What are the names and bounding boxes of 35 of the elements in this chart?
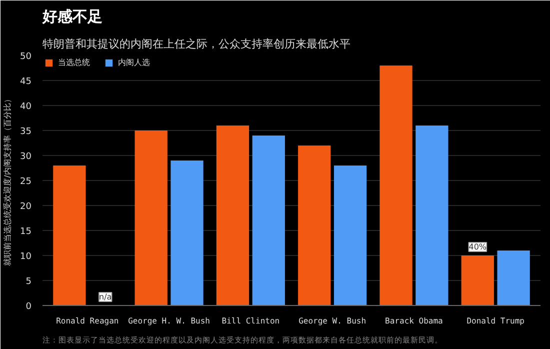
x-tick-label: Donald Trump: [466, 316, 525, 326]
bar: [252, 136, 285, 306]
x-tick-label: Barack Obama: [385, 316, 444, 326]
bar: [53, 166, 86, 306]
x-tick-label: Ronald Reagan: [56, 316, 119, 326]
y-tick-label: 15: [20, 227, 32, 237]
bar: [497, 250, 530, 306]
bar: [416, 126, 448, 306]
bar: [216, 126, 250, 306]
y-tick-label: 10: [20, 252, 32, 262]
bar: [461, 256, 494, 306]
y-tick-label: 5: [26, 277, 32, 287]
bar: [298, 146, 331, 306]
x-tick-label: George H. W. Bush: [128, 316, 210, 326]
legend-label: 内阁人选: [118, 57, 150, 68]
y-tick-label: 30: [20, 152, 32, 162]
chart-subtitle: 特朗普和其提议的内阁在上任之际，公众支持率创历来最低水平: [42, 38, 350, 50]
annotation: 40%: [468, 242, 487, 252]
y-tick-label: 20: [20, 202, 32, 212]
x-tick-label: George W. Bush: [298, 316, 366, 326]
y-tick-label: 40: [20, 102, 32, 112]
y-tick-label: 25: [20, 177, 32, 187]
bar: [134, 130, 168, 306]
y-tick-label: 45: [20, 77, 32, 87]
bar: [170, 160, 204, 306]
bar: [380, 66, 412, 306]
annotation: n/a: [99, 292, 112, 302]
bar: [334, 166, 367, 306]
legend-label: 当选总统: [58, 57, 90, 68]
x-tick-label: Bill Clinton: [222, 316, 280, 326]
y-axis-title: 就职前当选总统受欢迎度/内阁支持率（百分比）: [3, 95, 12, 266]
y-tick-label: 35: [20, 127, 32, 137]
y-tick-label: 0: [26, 302, 32, 312]
chart-title: 好感不足: [42, 8, 102, 26]
y-tick-label: 50: [20, 52, 32, 62]
